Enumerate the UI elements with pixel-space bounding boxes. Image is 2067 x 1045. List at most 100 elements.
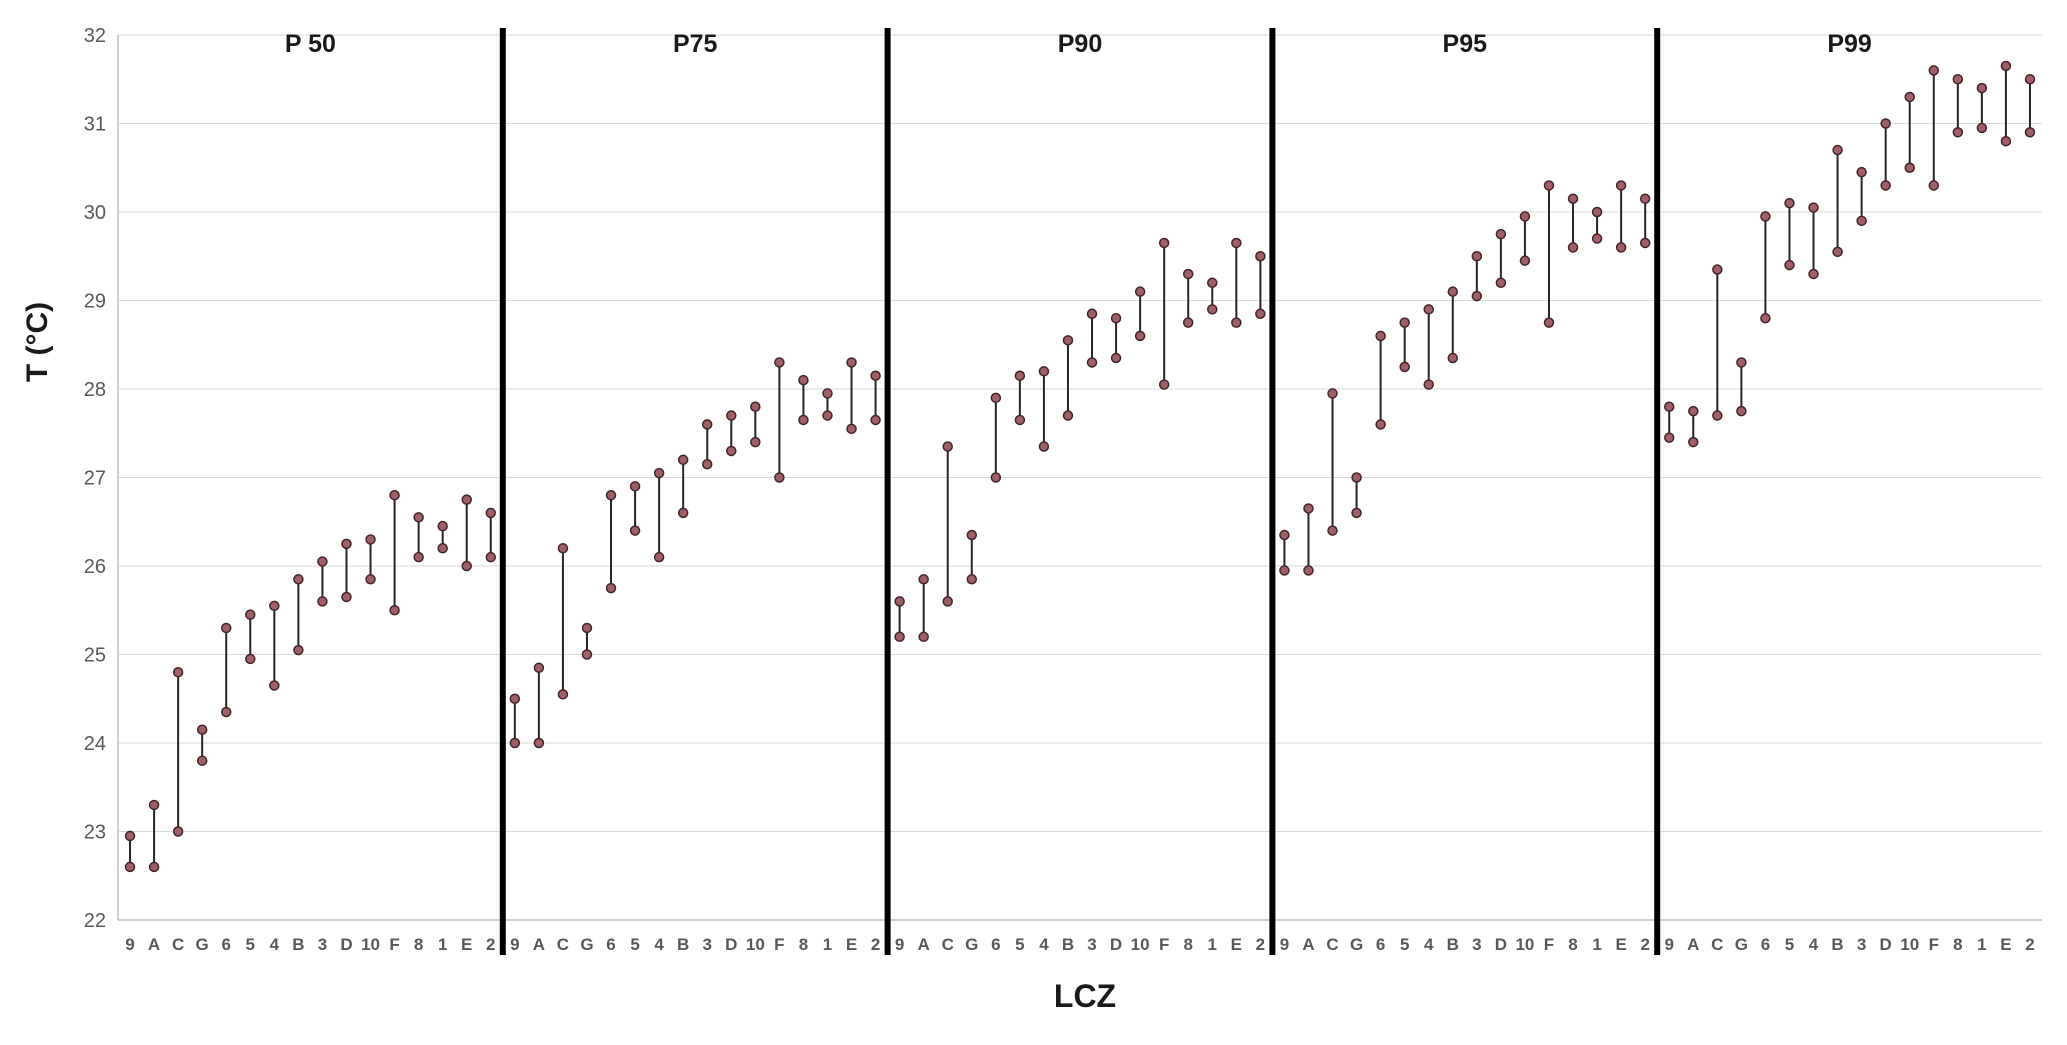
range-dot-low [605,582,617,594]
category-label: F [1929,935,1939,954]
range-dot-high [822,388,833,399]
range-dot-low [557,689,569,700]
range-dot-low [365,574,376,585]
range-dot-low [870,414,881,426]
range-dot-high [750,401,761,412]
category-label: 2 [871,935,880,954]
panel-header: P75 [673,30,718,58]
category-label: G [196,935,209,954]
gridlines [117,34,2042,921]
range-dot-high [1615,180,1627,191]
range-dot-high [1760,211,1771,222]
range-dot-low [1182,317,1194,328]
x-axis-title: LCZ [1053,978,1117,1014]
range-dot-low [1904,162,1915,173]
category-label: 6 [991,935,1000,954]
range-dot-high [557,543,569,554]
category-label: D [1110,935,1122,954]
category-label: E [461,935,472,954]
range-dot-high [1928,65,1940,76]
category-label: 1 [1977,935,1986,954]
range-dot-high [1880,118,1891,129]
y-tick-label: 26 [84,556,106,578]
category-label: 9 [510,935,519,954]
range-dot-low [509,737,521,749]
range-dot-high [341,538,352,550]
range-dot-high [966,529,978,541]
range-dot-low [1110,352,1122,364]
range-dot-high [1134,286,1146,297]
range-dot-high [1447,286,1459,297]
category-label: 3 [1472,935,1481,954]
category-label: 1 [1592,935,1601,954]
category-label: 3 [702,935,711,954]
y-tick-label: 28 [84,379,106,401]
range-dot-high [269,600,280,612]
range-dot-low [798,414,809,426]
range-dot-high [389,489,400,501]
range-dot-low [245,653,256,665]
range-dot-low [1471,290,1483,302]
category-label: 3 [1087,935,1096,954]
range-dot-high [1279,529,1290,541]
range-dot-high [293,574,304,585]
range-dot-low [990,472,1002,483]
category-label: 4 [1039,935,1049,954]
y-tick-label: 25 [84,645,106,667]
range-dot-high [1327,388,1338,399]
range-dot-high [1086,308,1098,320]
range-dot-low [726,445,737,457]
range-dot-high [1182,268,1194,280]
range-dot-high [798,374,809,386]
category-label: B [1447,935,1459,954]
range-dot-high [653,467,665,479]
range-dot-low [846,423,857,435]
range-dot-low [293,644,304,656]
range-dot-low [1207,304,1218,315]
range-dot-high [2000,60,2012,72]
range-dot-high [990,392,1002,404]
category-label: 4 [654,935,664,954]
category-label: C [942,935,954,954]
category-label: G [580,935,593,954]
category-label: F [1544,935,1554,954]
category-label: 2 [1256,935,1265,954]
range-dot-high [1110,312,1122,324]
range-bars [124,60,2036,873]
category-label: C [1326,935,1338,954]
range-dot-high [1038,366,1050,377]
category-label: 9 [1280,935,1289,954]
range-dot-high [870,370,881,381]
range-dot-high [1567,193,1579,204]
range-dot-high [1207,277,1218,289]
category-label: 10 [1131,935,1150,954]
range-dot-high [1856,166,1867,178]
category-label: B [292,935,304,954]
category-label: 5 [630,935,639,954]
range-dot-high [1351,472,1362,483]
category-label: 4 [1809,935,1819,954]
category-label: 5 [246,935,255,954]
range-dot-low [677,507,689,519]
range-dot-high [1303,503,1314,514]
range-dot-low [172,826,184,837]
range-dot-high [1423,304,1434,315]
category-label: 1 [823,935,832,954]
range-dot-high [846,357,857,368]
category-label: 8 [1183,935,1192,954]
category-label: D [1880,935,1892,954]
category-label: E [1615,935,1626,954]
range-dot-low [942,596,953,607]
range-dot-high [1014,370,1026,381]
y-tick-label: 30 [84,202,106,224]
category-label: D [1495,935,1507,954]
range-dot-low [822,410,833,421]
y-tick-label: 27 [84,468,106,490]
category-label: F [1159,935,1169,954]
category-label: 3 [1857,935,1866,954]
category-label: 3 [318,935,327,954]
range-dot-high [437,520,448,532]
category-label: 1 [1208,935,1217,954]
category-label: D [340,935,352,954]
